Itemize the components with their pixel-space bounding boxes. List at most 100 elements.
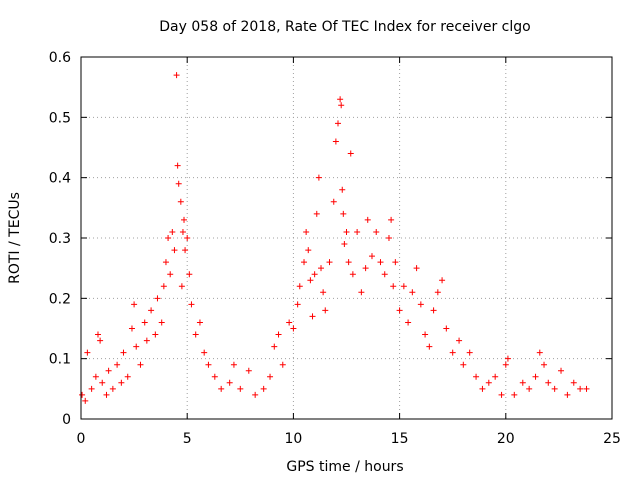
data-point <box>137 361 144 368</box>
data-point <box>94 331 101 338</box>
data-point <box>532 373 539 380</box>
data-point <box>174 162 181 169</box>
data-point <box>392 259 399 266</box>
data-point <box>192 331 199 338</box>
data-point <box>296 283 303 290</box>
data-point <box>315 174 322 181</box>
x-axis-label: GPS time / hours <box>286 459 403 475</box>
data-point <box>502 361 509 368</box>
data-point <box>218 385 225 392</box>
data-point <box>434 289 441 296</box>
data-point <box>362 265 369 272</box>
y-axis-label: ROTI / TECUs <box>7 192 23 284</box>
data-point <box>230 361 237 368</box>
data-point <box>536 349 543 356</box>
data-point <box>400 283 407 290</box>
data-point <box>340 210 347 217</box>
x-tick-label: 5 <box>183 431 192 447</box>
y-tick-label: 0.5 <box>49 110 71 126</box>
data-point <box>337 96 344 103</box>
data-point <box>558 367 565 374</box>
data-point <box>473 373 480 380</box>
data-point <box>341 241 348 248</box>
data-point <box>345 259 352 266</box>
data-point <box>307 277 314 284</box>
data-point <box>564 391 571 398</box>
data-point <box>373 228 380 235</box>
data-point <box>88 385 95 392</box>
data-point <box>409 289 416 296</box>
data-point <box>313 210 320 217</box>
data-point <box>252 391 259 398</box>
data-point <box>339 186 346 193</box>
data-point <box>385 235 392 241</box>
data-point <box>318 265 325 272</box>
data-point <box>271 343 278 350</box>
data-point <box>237 385 244 392</box>
data-point <box>205 361 212 368</box>
data-point <box>396 307 403 314</box>
data-point <box>173 72 180 79</box>
data-point <box>301 259 308 266</box>
data-point <box>358 289 365 296</box>
data-points <box>79 72 590 404</box>
data-point <box>498 391 505 398</box>
data-point <box>479 385 486 392</box>
data-point <box>430 307 437 314</box>
data-point <box>551 385 558 392</box>
axis-ticks: 0 5 10 15 20 25 0 0.1 0.2 0.3 0.4 0.5 0.6 <box>49 50 621 447</box>
data-point <box>381 271 388 278</box>
data-point <box>335 120 342 127</box>
x-tick-label: 15 <box>391 431 409 447</box>
data-point <box>570 379 577 386</box>
data-point <box>426 343 433 350</box>
data-point <box>422 331 429 338</box>
x-tick-label: 0 <box>77 431 86 447</box>
data-point <box>511 391 518 398</box>
data-point <box>286 319 293 326</box>
grid-lines <box>81 57 612 419</box>
x-tick-label: 25 <box>603 431 621 447</box>
data-point <box>439 277 446 284</box>
data-point <box>349 271 356 278</box>
y-tick-label: 0.1 <box>49 352 71 368</box>
data-point <box>449 349 456 356</box>
data-point <box>128 325 135 332</box>
data-point <box>347 150 354 157</box>
data-point <box>305 247 312 254</box>
data-point <box>105 367 112 374</box>
data-point <box>290 325 297 332</box>
plot-frame <box>80 56 613 420</box>
y-tick-label: 0.4 <box>49 171 71 187</box>
data-point <box>181 216 188 223</box>
data-point <box>413 265 420 272</box>
data-point <box>188 301 195 308</box>
data-point <box>97 337 104 344</box>
data-point <box>541 361 548 368</box>
data-point <box>92 373 99 380</box>
data-point <box>162 259 169 266</box>
data-point <box>133 343 140 350</box>
data-point <box>275 331 282 338</box>
data-point <box>143 337 150 344</box>
data-point <box>82 397 89 404</box>
data-point <box>84 349 91 356</box>
data-point <box>390 283 397 290</box>
data-point <box>245 367 252 374</box>
data-point <box>311 271 318 278</box>
data-point <box>368 253 375 260</box>
y-tick-label: 0 <box>62 412 71 428</box>
data-point <box>320 289 327 296</box>
data-point <box>118 379 125 386</box>
data-point <box>343 228 350 235</box>
data-point <box>131 301 138 308</box>
data-point <box>354 228 361 235</box>
data-point <box>196 319 203 326</box>
data-point <box>175 180 182 187</box>
data-point <box>114 361 121 368</box>
x-tick-label: 10 <box>284 431 302 447</box>
data-point <box>577 385 584 392</box>
data-point <box>148 307 155 314</box>
data-point <box>526 385 533 392</box>
